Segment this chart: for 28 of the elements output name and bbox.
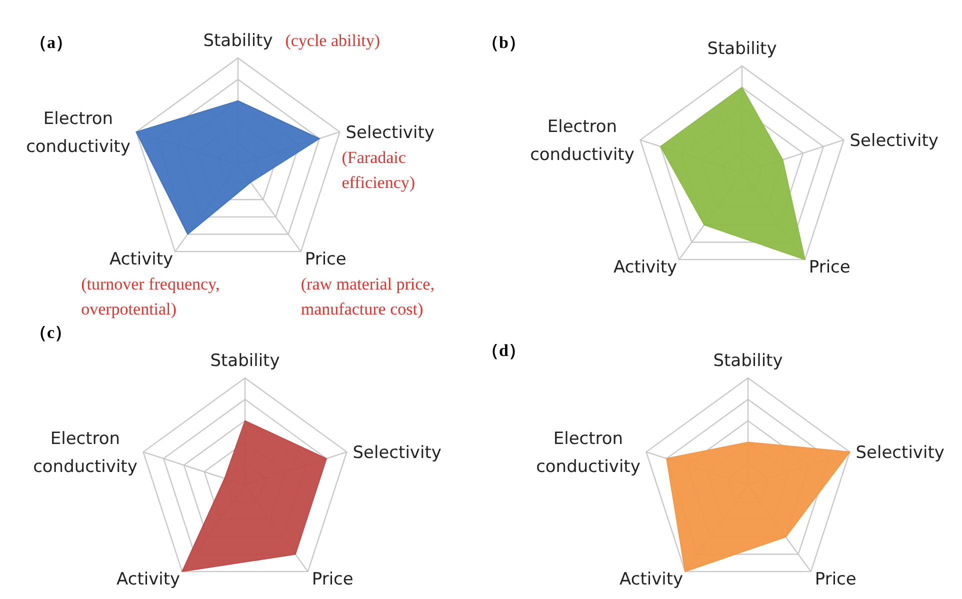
spoke-label: Activity (620, 570, 684, 590)
spoke-label: Activity (116, 570, 180, 590)
spoke-label: Activity (614, 258, 678, 278)
text: (Faradaic efficiency) (342, 148, 416, 192)
text: (cycle ability) (285, 31, 380, 50)
spoke-label: Electron conductivity (530, 116, 634, 165)
chart-title: （a） (30, 33, 72, 52)
spoke-label: Stability (713, 351, 783, 371)
chart-title: （d） (482, 341, 526, 360)
spoke-label: Electron conductivity (26, 108, 130, 157)
spoke-label: Activity (110, 250, 174, 270)
chart-title: （b） (482, 33, 526, 52)
spoke-label: Price (808, 258, 850, 278)
spoke-label: Selectivity (346, 122, 434, 143)
spoke-label: Selectivity (850, 130, 938, 151)
spoke-label: Electron conductivity (33, 428, 138, 477)
spoke-label: Selectivity (352, 442, 442, 463)
text: (turnover frequency, overpotential) (81, 274, 220, 319)
chart-title: （c） (30, 323, 72, 342)
spoke-label: Stability (707, 39, 777, 59)
text: (raw material price, manufacture cost) (300, 274, 434, 319)
spoke-label: Selectivity (856, 442, 944, 463)
spoke-label: Price (814, 570, 856, 590)
spoke-label: Price (304, 250, 346, 270)
spoke-label: Stability (203, 31, 273, 51)
spoke-label: Stability (210, 351, 280, 371)
spoke-label: Price (312, 570, 354, 590)
spoke-label: Electron conductivity (536, 428, 640, 477)
